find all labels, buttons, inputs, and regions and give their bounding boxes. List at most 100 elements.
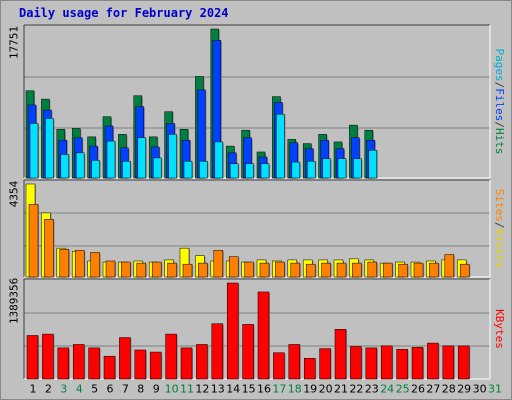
x-tick-label: 18 (288, 383, 302, 396)
sites-bar (367, 261, 378, 278)
kbytes-bar (396, 349, 408, 380)
legend-entry: Visits (494, 229, 507, 269)
sites-bar (244, 261, 254, 278)
x-tick-label: 8 (137, 383, 144, 396)
sites-bar (74, 250, 85, 278)
sites-bar (105, 260, 116, 278)
sites-bar (290, 262, 301, 278)
series-legend: Pages/Files/Hits (494, 49, 507, 155)
kbytes-bar (334, 329, 347, 380)
pages-bar (306, 160, 316, 179)
x-tick-label: 12 (195, 383, 209, 396)
pages-bar (106, 140, 116, 179)
pages-bar (368, 150, 378, 179)
y-max-label: 4354 (8, 180, 21, 207)
pages-bar (29, 123, 39, 179)
kbytes-bar (180, 347, 193, 380)
x-tick-label: 10 (165, 383, 179, 396)
kbytes-bar (88, 347, 100, 380)
kbytes-bar (211, 323, 224, 380)
x-tick-label: 27 (426, 383, 440, 396)
sites-bar (44, 219, 54, 278)
x-tick-label: 24 (380, 383, 394, 396)
sites-bar (167, 262, 177, 278)
sites-bar (275, 261, 285, 278)
kbytes-bar (457, 345, 470, 380)
sites-bar (413, 262, 424, 278)
pages-bar (214, 141, 224, 179)
kbytes-bar (149, 351, 162, 380)
x-tick-label: 5 (91, 383, 98, 396)
kbytes-bar (26, 335, 39, 380)
pages-bar (353, 158, 362, 179)
x-tick-label: 30 (473, 383, 487, 396)
kbytes-bar (380, 345, 393, 380)
x-tick-label: 2 (45, 383, 52, 396)
legend-entry: Hits (494, 128, 507, 155)
pages-bar (245, 163, 254, 179)
sites-bar (321, 262, 331, 278)
x-tick-label: 25 (396, 383, 410, 396)
pages-bar (137, 137, 147, 179)
x-tick-label: 11 (180, 383, 194, 396)
kbytes-bar (303, 358, 316, 380)
sites-bar (352, 262, 362, 278)
sites-bar (429, 262, 439, 278)
chart-title: Daily usage for February 2024 (19, 6, 229, 20)
x-tick-label: 21 (334, 383, 348, 396)
x-tick-label: 28 (442, 383, 456, 396)
x-tick-label: 23 (365, 383, 379, 396)
kbytes-bar (365, 347, 378, 380)
kbytes-bar (442, 345, 455, 380)
x-tick-label: 22 (349, 383, 363, 396)
sites-bar (228, 256, 239, 278)
sites-bar (136, 262, 147, 278)
pages-bar (60, 154, 70, 179)
x-tick-label: 14 (226, 383, 240, 396)
legend-entry: / (494, 82, 507, 89)
series-legend: KBytes (494, 309, 507, 349)
pages-bar (122, 160, 131, 179)
kbytes-bar (119, 337, 131, 380)
kbytes-bar (427, 342, 439, 380)
pages-bar (75, 152, 85, 179)
pages-bar (260, 163, 270, 179)
sites-bar (336, 262, 347, 278)
legend-entry: Pages (494, 49, 507, 82)
kbytes-bar (134, 349, 147, 380)
y-max-label: 17751 (8, 26, 21, 59)
kbytes-bar (72, 344, 85, 380)
sites-bar (459, 263, 470, 278)
kbytes-bar (196, 344, 208, 380)
x-tick-label: 3 (60, 383, 67, 396)
x-tick-label: 9 (153, 383, 160, 396)
pages-bar (322, 158, 331, 179)
legend-entry: / (494, 121, 507, 128)
pages-bar (168, 134, 177, 179)
sites-bar (151, 261, 162, 278)
sites-bar (28, 204, 39, 278)
pages-bar (45, 118, 54, 179)
pages-bar (291, 161, 301, 179)
x-tick-label: 13 (211, 383, 225, 396)
x-tick-label: 19 (303, 383, 317, 396)
kbytes-bar (411, 346, 424, 380)
pages-bar (229, 163, 239, 179)
sites-bar (305, 263, 316, 278)
kbytes-bar (257, 291, 270, 380)
x-tick-label: 6 (107, 383, 114, 396)
kbytes-bar (273, 352, 285, 380)
kbytes-bar (242, 324, 254, 380)
sites-bar (198, 262, 208, 278)
series-legend: Sites/Visits (494, 189, 507, 269)
kbytes-bar (350, 346, 362, 380)
x-tick-label: 7 (122, 383, 129, 396)
x-tick-label: 31 (488, 383, 502, 396)
sites-bar (59, 248, 70, 278)
pages-bar (337, 158, 347, 179)
pages-bar (91, 160, 100, 179)
legend-entry: KBytes (494, 309, 507, 349)
x-tick-label: 15 (242, 383, 256, 396)
legend-entry: Files (494, 88, 507, 121)
